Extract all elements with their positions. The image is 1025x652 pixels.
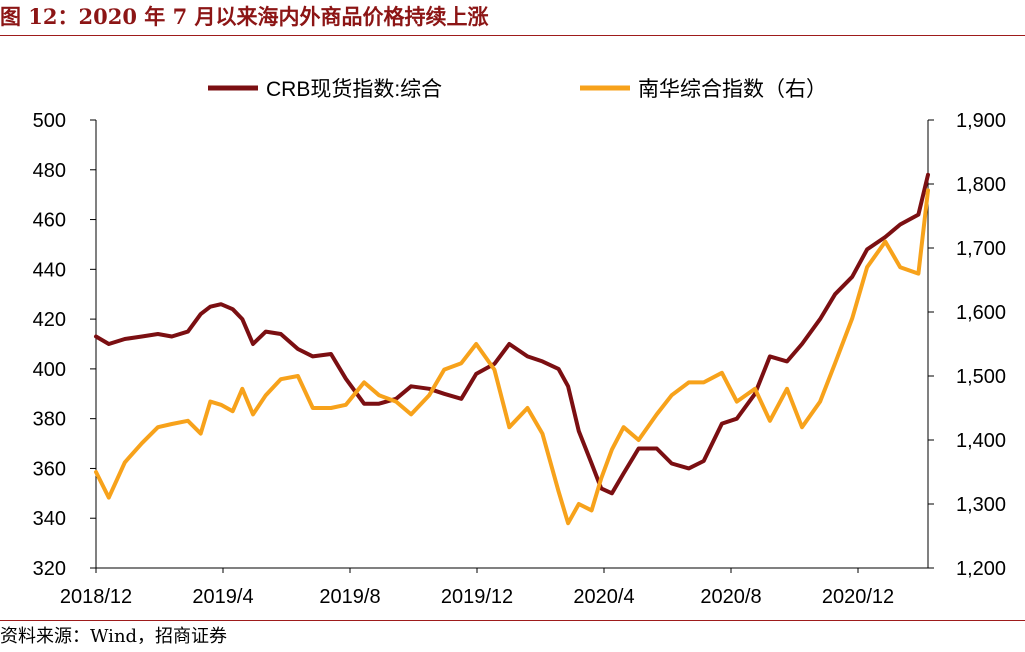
x-axis-tick-label: 2020/4	[573, 586, 634, 608]
right-axis-tick-label: 1,800	[956, 174, 1006, 196]
x-axis-tick-label: 2019/12	[441, 586, 513, 608]
line-chart: CRB现货指数:综合 南华综合指数（右） 320 340 360 380 400 420 44…	[33, 78, 1006, 608]
left-axis-tick-label: 440	[33, 259, 66, 281]
right-axis-tick-label: 1,500	[956, 366, 1006, 388]
x-axis-tick-label: 2020/12	[822, 586, 894, 608]
right-axis-tick-label: 1,900	[956, 110, 1006, 132]
source-divider	[0, 620, 1025, 621]
right-axis-tick-label: 1,700	[956, 238, 1006, 260]
left-axis-tick-label: 480	[33, 160, 66, 182]
x-axis-tick-label: 2019/4	[192, 586, 253, 608]
left-axis-tick-label: 460	[33, 210, 66, 232]
left-axis-tick-label: 400	[33, 359, 66, 381]
right-axis-tick-label: 1,600	[956, 302, 1006, 324]
x-axis-tick-label: 2018/12	[60, 586, 132, 608]
left-axis-tick-label: 360	[33, 458, 66, 480]
figure-title: 图 12：2020 年 7 月以来海内外商品价格持续上涨	[0, 4, 489, 29]
left-axis-tick-label: 340	[33, 508, 66, 530]
right-axis-tick-label: 1,400	[956, 430, 1006, 452]
left-axis-tick-label: 500	[33, 110, 66, 132]
source-note: 资料来源：Wind，招商证券	[0, 626, 228, 647]
series-line-2	[94, 188, 930, 526]
chart-series	[94, 172, 930, 526]
title-divider	[0, 35, 1025, 36]
right-axis-tick-label: 1,300	[956, 494, 1006, 516]
chart-legend: CRB现货指数:综合 南华综合指数（右）	[208, 78, 827, 101]
chart-axes: 320 340 360 380 400 420 440 460 480 500 1,200 1,300…	[33, 110, 1006, 608]
left-axis-tick-label: 380	[33, 409, 66, 431]
legend-label-1: CRB现货指数:综合	[266, 78, 442, 101]
left-axis-tick-label: 320	[33, 558, 66, 580]
x-axis-tick-label: 2019/8	[319, 586, 380, 608]
x-axis-tick-label: 2020/8	[700, 586, 761, 608]
series-line-1	[94, 172, 930, 496]
left-axis-tick-label: 420	[33, 309, 66, 331]
legend-label-2: 南华综合指数（右）	[638, 78, 827, 101]
right-axis-tick-label: 1,200	[956, 558, 1006, 580]
